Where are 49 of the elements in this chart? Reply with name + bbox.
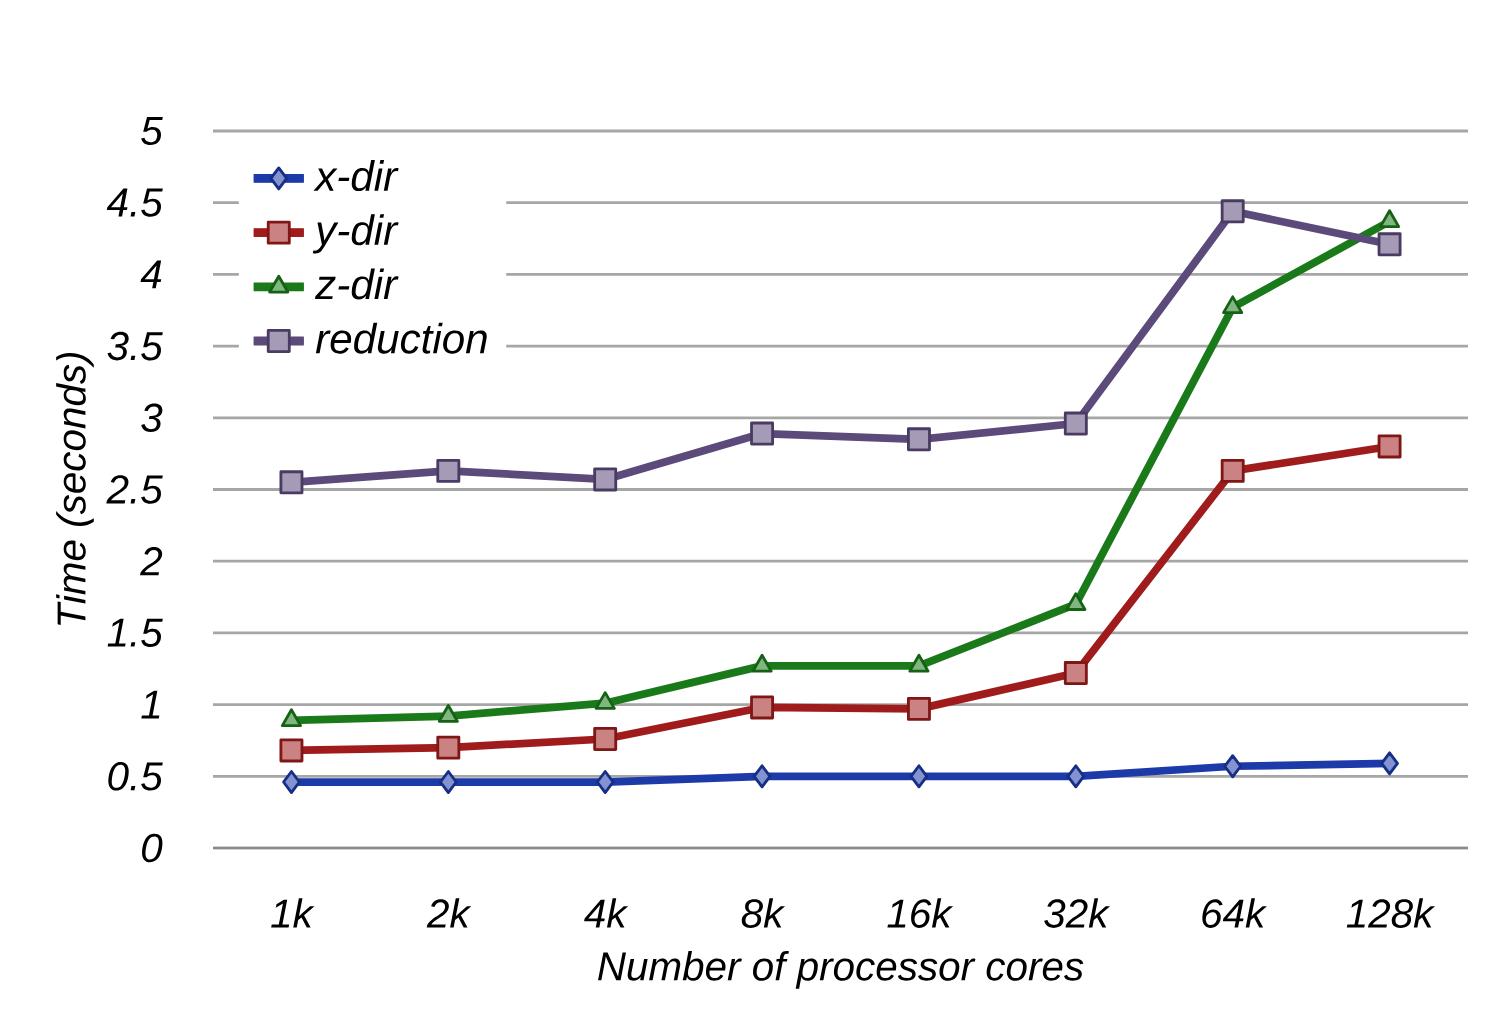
- legend-label: z-dir: [314, 268, 399, 300]
- x-tick-label: 64k: [1202, 898, 1267, 928]
- y-tick-label: 1.5: [107, 618, 163, 647]
- point: [1220, 199, 1245, 224]
- point: [436, 458, 461, 483]
- point: [1066, 764, 1086, 789]
- point: [436, 735, 461, 760]
- point: [279, 738, 304, 763]
- y-tick-label: 0.5: [108, 761, 163, 791]
- point: [279, 470, 304, 495]
- y-tick-label: 3.5: [107, 331, 163, 361]
- point: [906, 427, 931, 452]
- point: [909, 764, 929, 789]
- y-tick-label: 5: [141, 116, 163, 146]
- legend-label: y-dir: [312, 214, 399, 254]
- y-axis-title: Time (seconds): [56, 352, 94, 625]
- x-tick-label: 32k: [1044, 898, 1111, 928]
- x-tick-label: 4k: [584, 898, 629, 928]
- x-tick-label: 16k: [887, 898, 954, 928]
- legend-label: reduction: [315, 322, 487, 354]
- point: [1220, 458, 1245, 483]
- y-tick-label: 4.5: [106, 188, 163, 217]
- point: [1063, 411, 1088, 436]
- y-tick-label: 2: [140, 547, 163, 576]
- y-tick-label: 0: [142, 833, 163, 863]
- x-tick-label: 2k: [426, 898, 472, 928]
- y-tick-label: 2.5: [106, 475, 163, 504]
- point: [439, 770, 458, 794]
- point: [906, 696, 931, 721]
- y-tick-label: 4: [140, 260, 162, 289]
- point: [595, 770, 615, 794]
- point: [593, 467, 618, 492]
- point: [1380, 751, 1399, 776]
- point: [1223, 754, 1243, 779]
- point: [752, 764, 772, 789]
- y-tick-label: 3: [141, 403, 163, 433]
- point: [593, 727, 618, 751]
- x-tick-label: 8k: [741, 898, 786, 928]
- y-tick-label: 1: [141, 690, 160, 719]
- x-tick-label: 1k: [271, 898, 315, 928]
- x-axis-title: Number of processor cores: [598, 951, 1084, 989]
- point: [282, 770, 301, 794]
- x-tick-label: 128k: [1346, 898, 1436, 928]
- point: [750, 421, 775, 446]
- point: [1063, 661, 1088, 685]
- legend-label: x-dir: [313, 160, 399, 192]
- point: [1377, 434, 1402, 459]
- point: [750, 695, 775, 720]
- point: [1377, 232, 1402, 257]
